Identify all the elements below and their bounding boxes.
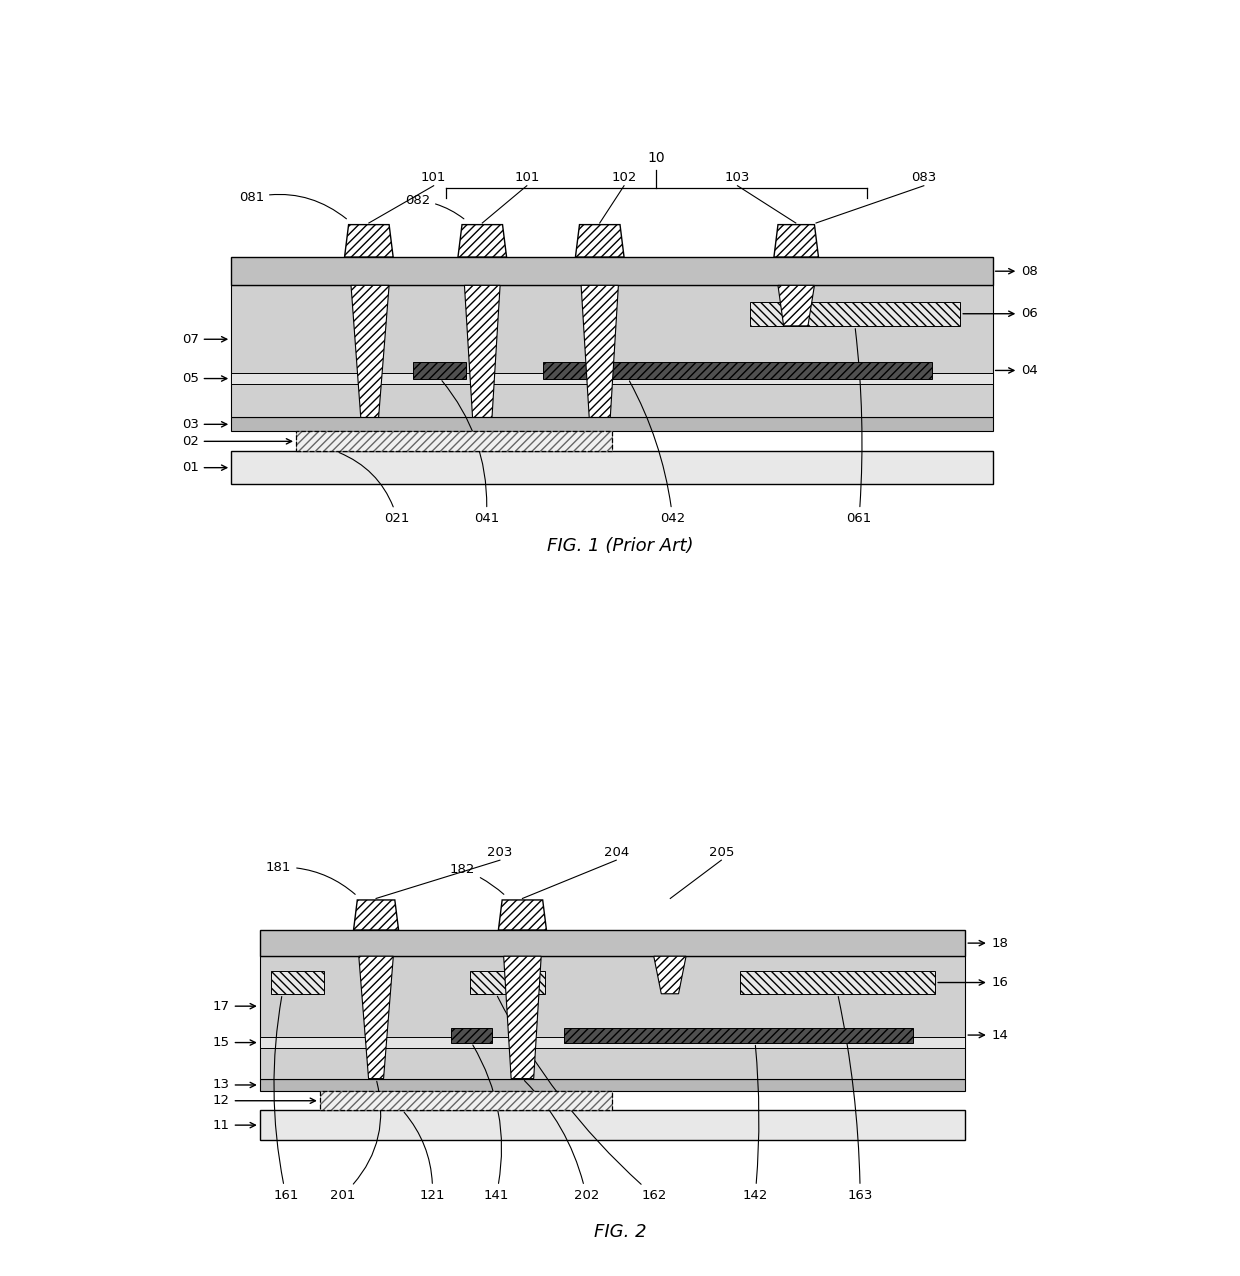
Bar bbox=[740, 971, 935, 994]
Bar bbox=[231, 417, 993, 431]
Polygon shape bbox=[353, 900, 398, 930]
Bar bbox=[750, 301, 960, 325]
Text: 04: 04 bbox=[996, 364, 1038, 376]
Bar bbox=[413, 362, 466, 379]
Text: 141: 141 bbox=[472, 1045, 508, 1202]
Bar bbox=[259, 1110, 965, 1141]
Text: 03: 03 bbox=[182, 417, 227, 431]
Bar bbox=[259, 956, 965, 1078]
Text: 081: 081 bbox=[239, 191, 346, 218]
Text: 162: 162 bbox=[497, 997, 666, 1202]
Bar bbox=[470, 971, 544, 994]
Bar bbox=[320, 1091, 613, 1110]
Polygon shape bbox=[653, 956, 686, 994]
Text: 06: 06 bbox=[963, 308, 1038, 320]
Text: 041: 041 bbox=[441, 380, 498, 526]
Bar bbox=[543, 362, 932, 379]
Text: 182: 182 bbox=[450, 863, 503, 894]
Text: 181: 181 bbox=[265, 861, 355, 894]
Bar bbox=[451, 1027, 492, 1042]
Text: 101: 101 bbox=[515, 171, 539, 184]
Text: 12: 12 bbox=[213, 1095, 315, 1108]
Text: 203: 203 bbox=[487, 846, 512, 859]
Text: 042: 042 bbox=[630, 382, 686, 526]
Bar bbox=[320, 1091, 613, 1110]
Text: 163: 163 bbox=[838, 997, 873, 1202]
Text: 14: 14 bbox=[968, 1028, 1008, 1041]
Text: 205: 205 bbox=[708, 846, 734, 859]
Bar bbox=[231, 256, 993, 286]
Polygon shape bbox=[358, 956, 393, 1078]
Text: 02: 02 bbox=[182, 435, 291, 448]
Text: 102: 102 bbox=[611, 171, 636, 184]
Text: 101: 101 bbox=[420, 171, 446, 184]
Text: 204: 204 bbox=[604, 846, 629, 859]
Bar bbox=[259, 1078, 965, 1091]
Text: 142: 142 bbox=[743, 1045, 768, 1202]
Text: 01: 01 bbox=[182, 461, 227, 475]
Text: 08: 08 bbox=[996, 264, 1038, 278]
Text: 13: 13 bbox=[213, 1078, 255, 1091]
Text: 083: 083 bbox=[911, 171, 936, 184]
Text: FIG. 1 (Prior Art): FIG. 1 (Prior Art) bbox=[547, 536, 693, 555]
Bar bbox=[231, 452, 993, 484]
Text: 161: 161 bbox=[273, 997, 299, 1202]
Bar bbox=[564, 1027, 913, 1042]
Text: 11: 11 bbox=[213, 1119, 255, 1132]
Text: FIG. 2: FIG. 2 bbox=[594, 1222, 646, 1240]
Text: 202: 202 bbox=[525, 1081, 599, 1202]
Bar bbox=[259, 930, 965, 956]
Polygon shape bbox=[458, 225, 507, 256]
Bar bbox=[272, 971, 324, 994]
Polygon shape bbox=[345, 225, 393, 256]
Text: 021: 021 bbox=[339, 453, 410, 526]
Polygon shape bbox=[503, 956, 541, 1078]
Polygon shape bbox=[582, 286, 619, 417]
Text: 17: 17 bbox=[213, 999, 255, 1013]
Text: 201: 201 bbox=[330, 1081, 381, 1202]
Bar bbox=[231, 373, 993, 384]
Polygon shape bbox=[575, 225, 624, 256]
Text: 05: 05 bbox=[182, 373, 227, 385]
Text: 121: 121 bbox=[404, 1113, 445, 1202]
Text: 082: 082 bbox=[404, 194, 464, 219]
Text: 10: 10 bbox=[647, 152, 666, 166]
Polygon shape bbox=[465, 286, 500, 417]
Bar bbox=[231, 286, 993, 417]
Bar bbox=[296, 431, 611, 452]
Polygon shape bbox=[774, 225, 818, 256]
Text: 07: 07 bbox=[182, 333, 227, 346]
Text: 18: 18 bbox=[968, 937, 1008, 949]
Polygon shape bbox=[498, 900, 547, 930]
Bar bbox=[259, 1037, 965, 1048]
Polygon shape bbox=[777, 286, 815, 325]
Polygon shape bbox=[351, 286, 389, 417]
Text: 15: 15 bbox=[213, 1036, 255, 1049]
Bar bbox=[296, 431, 611, 452]
Text: 16: 16 bbox=[937, 976, 1008, 989]
Text: 061: 061 bbox=[847, 329, 872, 526]
Text: 103: 103 bbox=[725, 171, 750, 184]
